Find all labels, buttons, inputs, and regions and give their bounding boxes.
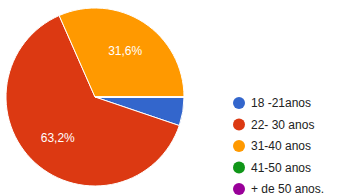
- legend-swatch: [233, 119, 245, 131]
- data-label: 31,6%: [108, 44, 142, 58]
- legend-item: 22- 30 anos: [233, 118, 314, 132]
- legend-label: 18 -21anos: [251, 96, 311, 110]
- legend-swatch: [233, 97, 245, 109]
- pie-slice: [95, 97, 184, 98]
- legend-item: 41-50 anos: [233, 161, 311, 175]
- legend-label: 31-40 anos: [251, 139, 311, 153]
- pie: 63,2% 31,6%: [6, 8, 184, 186]
- legend: 18 -21anos 22- 30 anos 31-40 anos 41-50 ano…: [233, 96, 324, 195]
- legend-label: 22- 30 anos: [251, 118, 314, 132]
- legend-item: + de 50 anos.: [233, 182, 324, 195]
- chart: 63,2% 31,6% 18 -21anos 22- 30 anos 31-40 ano…: [0, 0, 342, 195]
- pie-slice: [95, 97, 184, 98]
- legend-swatch: [233, 183, 245, 195]
- legend-swatch: [233, 140, 245, 152]
- data-label: 63,2%: [41, 131, 75, 145]
- legend-label: 41-50 anos: [251, 161, 311, 175]
- pie-slice: [59, 8, 184, 97]
- legend-item: 18 -21anos: [233, 96, 311, 110]
- legend-swatch: [233, 162, 245, 174]
- legend-label: + de 50 anos.: [251, 182, 324, 195]
- legend-item: 31-40 anos: [233, 139, 311, 153]
